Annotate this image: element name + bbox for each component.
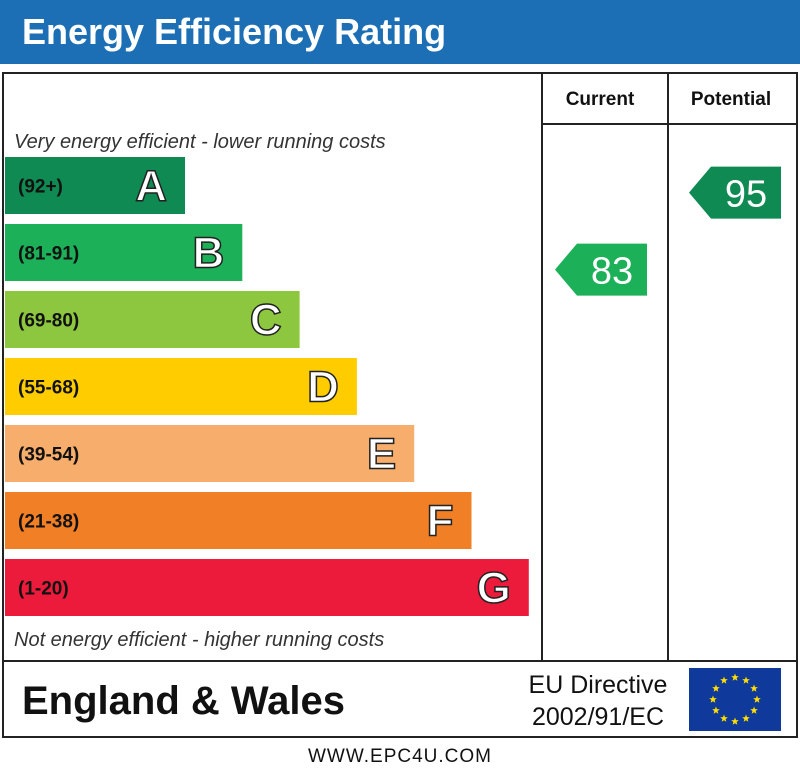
rating-arrows: 83 95 [555, 166, 781, 296]
band-letter-f: F [427, 497, 454, 546]
region-label: England & Wales [22, 679, 345, 723]
page-title: Energy Efficiency Rating [22, 11, 447, 52]
eu-star [709, 695, 717, 703]
band-letter-e: E [367, 430, 396, 479]
rating-band-g: (1-20) G [5, 559, 529, 616]
band-bar-f [5, 492, 472, 549]
band-range-b: (81-91) [18, 244, 79, 265]
eu-star [720, 714, 728, 722]
footer-url: WWW.EPC4U.COM [308, 746, 492, 767]
band-letter-d: D [307, 363, 339, 412]
rating-band-c: (69-80) C [5, 291, 300, 348]
band-bar-a [5, 157, 185, 214]
eu-star [731, 673, 739, 681]
inefficient-caption: Not energy efficient - higher running co… [14, 629, 384, 651]
eu-star [712, 706, 720, 714]
potential-rating-arrow-shape [689, 166, 781, 219]
eu-star [742, 676, 750, 684]
efficient-caption: Very energy efficient - lower running co… [14, 131, 386, 153]
rating-band-d: (55-68) D [5, 358, 357, 415]
title-bar: Energy Efficiency Rating [0, 0, 800, 64]
rating-band-a: (92+) A [5, 157, 185, 214]
potential-rating-arrow-value: 95 [725, 174, 767, 216]
chart-frame [2, 72, 798, 738]
rating-bands: (92+) A (81-91) B (69-80) C (55-68) D (39-54) E (2… [5, 157, 529, 616]
eu-star [742, 714, 750, 722]
band-letter-b: B [193, 229, 225, 278]
eu-star [731, 717, 739, 725]
band-range-e: (39-54) [18, 445, 79, 466]
current-column-header: Current [566, 89, 635, 110]
eu-star [712, 684, 720, 692]
band-range-g: (1-20) [18, 579, 69, 600]
potential-column-header: Potential [691, 89, 771, 110]
band-range-d: (55-68) [18, 378, 79, 399]
eu-star [753, 695, 761, 703]
band-bar-d [5, 358, 357, 415]
rating-band-f: (21-38) F [5, 492, 472, 549]
band-bar-c [5, 291, 300, 348]
potential-rating-arrow: 95 [689, 166, 781, 219]
current-rating-arrow-value: 83 [591, 251, 633, 293]
rating-band-e: (39-54) E [5, 425, 415, 482]
eu-star [750, 706, 758, 714]
directive-line-2: 2002/91/EC [532, 703, 664, 731]
eu-flag-icon [689, 668, 781, 731]
band-letter-a: A [135, 162, 167, 211]
band-range-f: (21-38) [18, 512, 79, 533]
band-bar-b [5, 224, 243, 281]
eu-star [720, 676, 728, 684]
current-rating-arrow-shape [555, 243, 647, 296]
band-bar-e [5, 425, 415, 482]
band-bar-g [5, 559, 529, 616]
band-range-c: (69-80) [18, 311, 79, 332]
current-rating-arrow: 83 [555, 243, 647, 296]
band-letter-g: G [477, 564, 511, 613]
rating-band-b: (81-91) B [5, 224, 243, 281]
band-letter-c: C [250, 296, 282, 345]
band-range-a: (92+) [18, 177, 63, 198]
directive-line-1: EU Directive [529, 671, 668, 699]
eu-star [750, 684, 758, 692]
